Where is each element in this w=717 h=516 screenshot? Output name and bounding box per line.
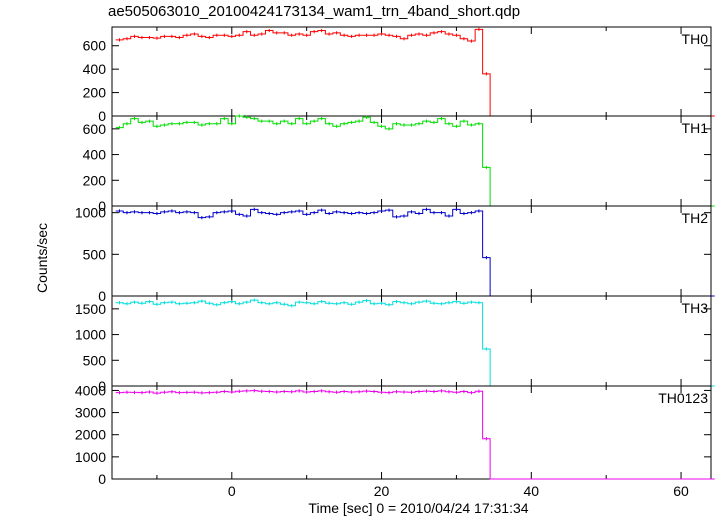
- x-axis-label: Time [sec] 0 = 2010/04/24 17:31:34: [308, 500, 528, 516]
- y-tick-label-th2: 500: [83, 246, 107, 262]
- panel-frame-th1: [111, 115, 712, 207]
- y-tick-label-th1: 0: [98, 198, 106, 214]
- y-tick-label-th3: 1500: [75, 301, 106, 317]
- series-line-th1: [115, 115, 715, 207]
- panel-frame-th2: [111, 205, 712, 297]
- y-tick-label-th0123: 3000: [75, 405, 106, 421]
- y-axis-label: Counts/sec: [34, 223, 50, 293]
- x-tick-label: 20: [374, 483, 390, 499]
- series-line-th2: [115, 208, 715, 297]
- panel-label-th2: TH2: [682, 210, 709, 226]
- panel-label-th0123: TH0123: [658, 390, 708, 406]
- x-tick-label: 40: [524, 483, 540, 499]
- series-line-th3: [115, 299, 715, 387]
- y-tick-label-th0: 0: [98, 108, 106, 124]
- panel-frame-th0: [111, 26, 712, 117]
- series-line-th0123: [115, 390, 715, 480]
- plot-title: ae505063010_20100424173134_wam1_trn_4ban…: [108, 3, 521, 20]
- y-tick-label-th0123: 4000: [75, 382, 106, 398]
- panel-label-th1: TH1: [682, 120, 709, 136]
- y-tick-label-th1: 600: [83, 121, 107, 137]
- y-tick-label-th3: 0: [98, 378, 106, 394]
- y-tick-label-th3: 1000: [75, 327, 106, 343]
- series-line-th0: [115, 28, 715, 117]
- y-tick-label-th2: 1000: [75, 205, 106, 221]
- y-tick-label-th0: 600: [83, 38, 107, 54]
- x-tick-label: 60: [673, 483, 689, 499]
- y-tick-label-th3: 500: [83, 352, 107, 368]
- panel-frame-th0123: [111, 385, 712, 480]
- y-tick-label-th1: 200: [83, 172, 107, 188]
- y-tick-label-th2: 0: [98, 288, 106, 304]
- y-tick-label-th0123: 0: [98, 471, 106, 487]
- panel-label-th0: TH0: [682, 31, 709, 47]
- y-tick-label-th0: 200: [83, 85, 107, 101]
- y-tick-label-th1: 400: [83, 147, 107, 163]
- x-tick-label: 0: [228, 483, 236, 499]
- y-tick-label-th0123: 2000: [75, 427, 106, 443]
- y-tick-label-th0123: 1000: [75, 449, 106, 465]
- panel-label-th3: TH3: [682, 300, 709, 316]
- panel-frame-th3: [111, 295, 712, 387]
- y-tick-label-th0: 400: [83, 61, 107, 77]
